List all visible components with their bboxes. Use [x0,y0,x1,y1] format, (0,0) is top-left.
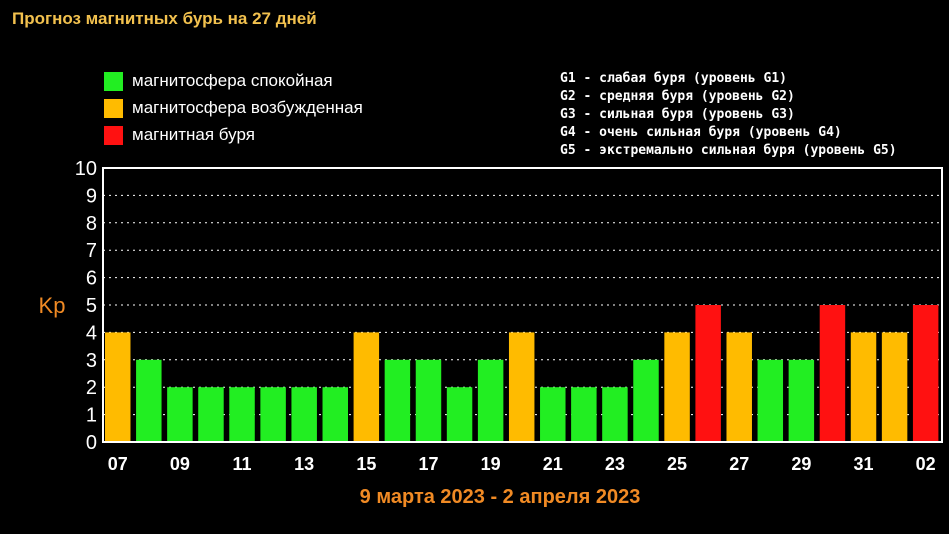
x-tick-label: 19 [481,454,501,474]
plot-frame [102,167,943,443]
storm-level-g4: G4 - очень сильная буря (уровень G4) [560,125,842,140]
x-tick-label: 21 [543,454,563,474]
bar [726,332,752,442]
y-tick-label: 6 [86,268,97,290]
bar [508,332,535,442]
bar [229,387,255,442]
storm-level-scale: G1 - слабая буря (уровень G1) G2 - средн… [560,70,897,160]
chart-title: Прогноз магнитных бурь на 27 дней [12,9,317,28]
x-tick-label: 25 [667,454,687,474]
legend-swatch-calm [104,71,123,91]
y-axis-label: Kp [39,293,66,318]
bar [384,359,411,442]
y-tick-label: 2 [86,377,97,399]
bar [353,332,380,442]
x-tick-label: 02 [916,454,936,474]
bar [664,332,690,442]
y-axis-ticks: 0 1 2 3 4 5 6 7 8 9 10 [75,158,97,454]
bar [291,387,317,442]
bar [446,387,473,442]
bar [788,359,815,442]
x-tick-label: 29 [791,454,811,474]
legend-label-storm: магнитная буря [132,125,255,144]
bar [477,359,504,442]
storm-level-g2: G2 - средняя буря (уровень G2) [560,89,795,104]
x-tick-label: 11 [233,454,252,474]
bar [850,332,877,442]
y-tick-label: 3 [86,350,97,372]
x-axis-label: 9 марта 2023 - 2 апреля 2023 [360,486,641,508]
legend-item-excited: магнитосфера возбужденная [104,97,363,119]
legend-label-excited: магнитосфера возбужденная [132,98,363,117]
x-tick-label: 13 [294,454,314,474]
y-tick-label: 4 [86,322,97,344]
x-tick-label: 17 [418,454,438,474]
x-axis-ticks: 07 09 11 13 15 17 19 21 23 25 27 29 31 02 [108,454,936,474]
legend-label-calm: магнитосфера спокойная [132,71,333,90]
bar [881,332,908,442]
bar [819,305,846,442]
bar [633,359,659,442]
bar [260,387,286,442]
bar [540,387,566,442]
chart-frame [102,167,943,443]
y-tick-label: 9 [86,185,97,207]
bar [105,332,131,442]
x-tick-label: 07 [108,454,128,474]
bar [167,387,193,442]
x-tick-label: 15 [356,454,376,474]
y-tick-label: 8 [86,213,97,235]
x-tick-label: 31 [854,454,874,474]
y-tick-label: 10 [75,158,97,180]
bar [415,359,442,442]
x-tick-label: 09 [170,454,190,474]
bar [198,387,224,442]
bar [602,387,628,442]
x-tick-label: 23 [605,454,625,474]
y-tick-label: 0 [86,432,97,454]
bar [695,305,721,442]
y-tick-label: 7 [86,240,97,262]
storm-level-g3: G3 - сильная буря (уровень G3) [560,107,795,122]
legend-swatch-storm [104,125,123,145]
y-tick-label: 1 [86,405,97,427]
legend-swatch-excited [104,98,123,118]
storm-level-g1: G1 - слабая буря (уровень G1) [560,71,787,86]
legend-item-storm: магнитная буря [104,124,255,146]
bar [757,359,784,442]
x-tick-label: 27 [729,454,749,474]
storm-level-g5: G5 - экстремально сильная буря (уровень … [560,143,897,158]
bar [571,387,597,442]
bar [912,305,939,442]
bar [136,359,162,442]
bar [322,387,348,442]
chart-bars [105,305,939,442]
y-tick-label: 5 [86,295,97,317]
legend-item-calm: магнитосфера спокойная [104,70,333,92]
